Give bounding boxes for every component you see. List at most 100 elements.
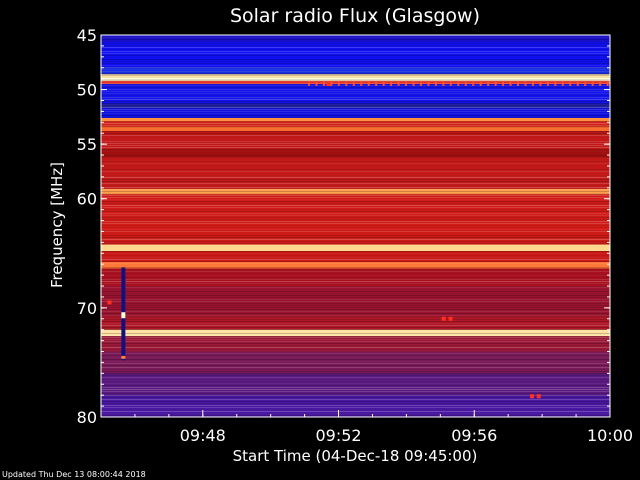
texture-line (101, 361, 610, 362)
y-axis-label-unit: MHz (48, 168, 66, 200)
texture-line (101, 71, 610, 72)
texture-line (101, 141, 610, 142)
burst-dot (390, 81, 393, 86)
burst-dot (561, 81, 564, 86)
band-6 (101, 84, 610, 104)
texture-line (101, 147, 610, 148)
band-24 (101, 336, 610, 352)
texture-line (101, 165, 610, 166)
texture-line (101, 409, 610, 410)
burst-dot (472, 81, 475, 86)
burst-dot (405, 81, 408, 86)
texture-line (101, 383, 610, 384)
burst-dot (442, 81, 445, 86)
burst-dot (606, 81, 609, 86)
texture-line (101, 225, 610, 226)
texture-line (101, 43, 610, 44)
texture-line (101, 285, 610, 286)
frequency-bands (101, 35, 610, 417)
texture-line (101, 57, 610, 58)
texture-line (101, 207, 610, 208)
burst-dot (382, 81, 385, 86)
texture-line (101, 103, 610, 104)
texture-line (101, 101, 610, 102)
burst-dot (576, 81, 579, 86)
band-14 (101, 157, 610, 189)
band-11 (101, 126, 610, 132)
texture-line (101, 405, 610, 406)
texture-line (101, 61, 610, 62)
texture-line (101, 381, 610, 382)
texture-line (101, 139, 610, 140)
texture-line (101, 347, 610, 348)
x-tick-label: 09:56 (451, 426, 497, 445)
texture-line (101, 283, 610, 284)
texture-line (101, 81, 610, 82)
band-20 (101, 268, 610, 287)
texture-line (101, 243, 610, 244)
burst-dot (546, 81, 549, 86)
texture-line (101, 221, 610, 222)
band-7 (101, 103, 610, 109)
band-27 (101, 395, 610, 417)
texture-line (101, 149, 610, 150)
texture-line (101, 411, 610, 412)
burst-dot (307, 81, 310, 86)
texture-line (101, 311, 610, 312)
footer-updated: Updated Thu Dec 13 08:00:44 2018 (2, 470, 146, 479)
texture-line (101, 289, 610, 290)
texture-line (101, 195, 610, 196)
texture-line (101, 293, 610, 294)
texture-line (101, 337, 610, 338)
texture-line (101, 341, 610, 342)
texture-line (101, 41, 610, 42)
y-axis-label-left: Frequency [ (48, 200, 66, 288)
texture-line (101, 175, 610, 176)
texture-line (101, 185, 610, 186)
texture-line (101, 279, 610, 280)
texture-line (101, 271, 610, 272)
texture-line (101, 199, 610, 200)
texture-line (101, 177, 610, 178)
texture-line (101, 331, 610, 332)
burst-dot (554, 81, 557, 86)
texture-line (101, 59, 610, 60)
texture-line (101, 249, 610, 250)
texture-line (101, 47, 610, 48)
texture-line (101, 205, 610, 206)
band-21 (101, 286, 610, 317)
texture-line (101, 209, 610, 210)
texture-line (101, 367, 610, 368)
texture-line (101, 163, 610, 164)
band-12 (101, 131, 610, 150)
texture-line (101, 77, 610, 78)
event-mark-2 (441, 316, 446, 321)
burst-dot (509, 81, 512, 86)
burst-dot (337, 81, 340, 86)
y-tick-label: 55 (77, 135, 97, 154)
x-axis: 09:48 09:52 09:56 10:00 (100, 410, 633, 445)
texture-line (101, 73, 610, 74)
burst-dot (487, 81, 490, 86)
texture-line (101, 389, 610, 390)
x-tick-label: 09:52 (315, 426, 361, 445)
texture-line (101, 145, 610, 146)
texture-line (101, 319, 610, 320)
band-5 (101, 80, 610, 85)
chart-title: Solar radio Flux (Glasgow) (230, 5, 480, 27)
texture-line (101, 307, 610, 308)
texture-line (101, 173, 610, 174)
texture-line (101, 275, 610, 276)
texture-line (101, 265, 610, 266)
band-26 (101, 373, 610, 396)
texture-line (101, 379, 610, 380)
event-mark-5 (536, 394, 541, 399)
texture-line (101, 287, 610, 288)
event-mark-4 (529, 394, 534, 399)
event-mark-1 (326, 82, 331, 87)
burst-dot (352, 81, 355, 86)
band-8 (101, 108, 610, 118)
texture-line (101, 143, 610, 144)
texture-line (101, 295, 610, 296)
texture-line (101, 305, 610, 306)
